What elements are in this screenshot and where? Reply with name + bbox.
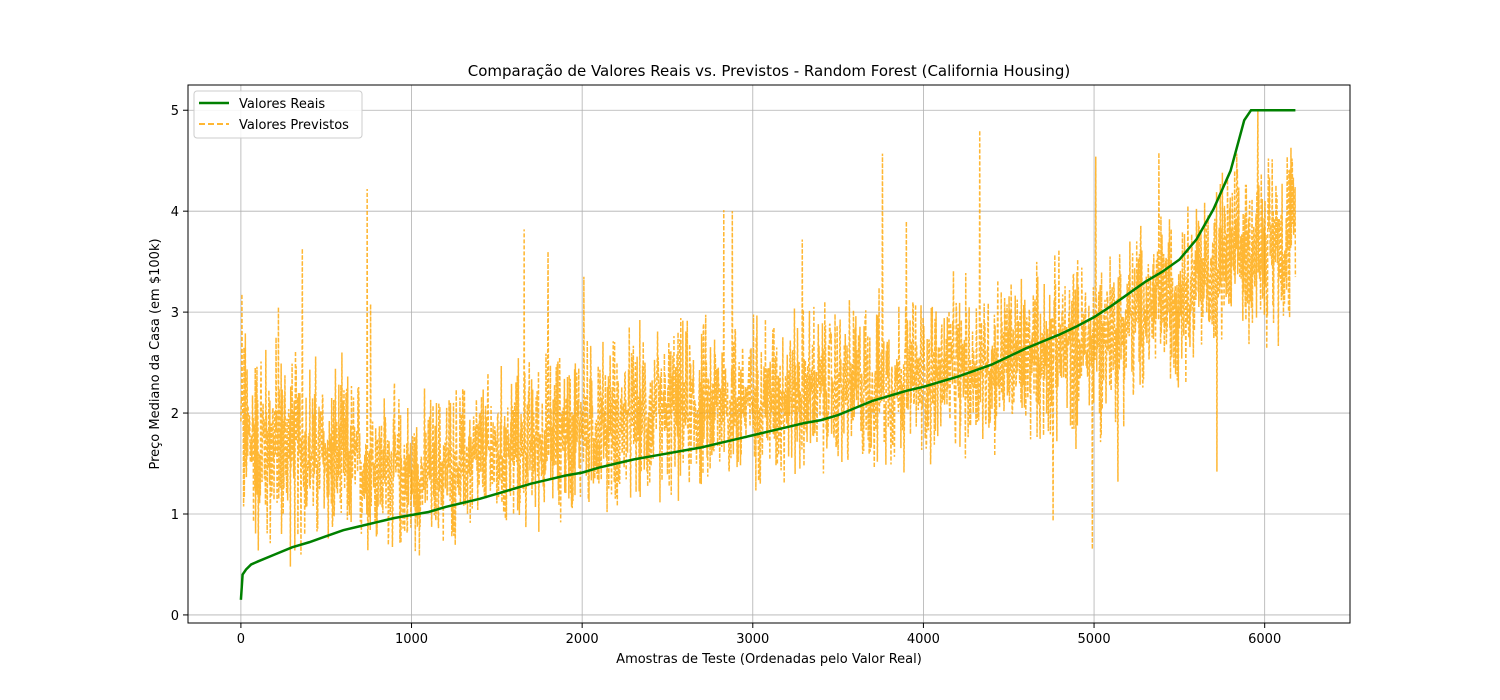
legend: Valores Reais Valores Previstos bbox=[193, 90, 363, 139]
legend-real-label: Valores Reais bbox=[239, 97, 325, 112]
legend-box bbox=[193, 90, 363, 139]
chart-title: Comparação de Valores Reais vs. Previsto… bbox=[468, 62, 1071, 80]
x-tick-label: 0 bbox=[237, 632, 245, 647]
x-tick-label: 5000 bbox=[1078, 632, 1111, 647]
real-series bbox=[239, 108, 1296, 600]
axis-ticks: 0 1000 2000 3000 4000 5000 6000 0 1 2 3 4 5 bbox=[171, 104, 1282, 647]
y-axis-label: Preço Mediano da Casa (em $100k) bbox=[148, 238, 163, 469]
plot-frame bbox=[187, 84, 1351, 624]
y-tick-label: 5 bbox=[171, 104, 179, 119]
x-axis-label: Amostras de Teste (Ordenadas pelo Valor … bbox=[616, 652, 922, 667]
predicted-series bbox=[240, 110, 1297, 567]
y-tick-label: 4 bbox=[171, 205, 179, 220]
real-line bbox=[239, 108, 1296, 600]
legend-predicted-label: Valores Previstos bbox=[239, 118, 349, 133]
predicted-line bbox=[240, 110, 1297, 567]
y-tick-label: 1 bbox=[171, 508, 179, 523]
y-tick-label: 0 bbox=[171, 609, 179, 624]
x-tick-label: 6000 bbox=[1248, 632, 1281, 647]
y-tick-label: 3 bbox=[171, 306, 179, 321]
x-tick-label: 4000 bbox=[907, 632, 940, 647]
x-tick-label: 2000 bbox=[566, 632, 599, 647]
x-tick-label: 1000 bbox=[395, 632, 428, 647]
y-tick-label: 2 bbox=[171, 407, 179, 422]
x-tick-label: 3000 bbox=[736, 632, 769, 647]
